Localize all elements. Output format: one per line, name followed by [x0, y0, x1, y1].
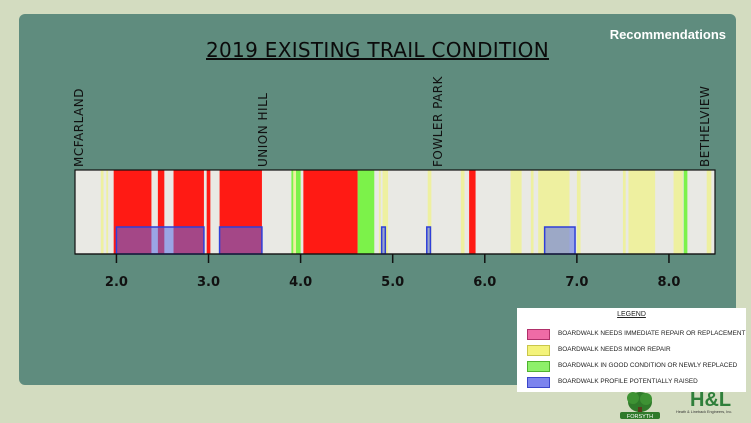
legend: LEGEND BOARDWALK NEEDS IMMEDIATE REPAIR … [517, 308, 746, 392]
segment-minor [622, 170, 626, 254]
slide-title: 2019 EXISTING TRAIL CONDITION [206, 38, 549, 62]
segment-good [683, 170, 688, 254]
segment-minor [706, 170, 712, 254]
segment-minor [673, 170, 683, 254]
legend-label-raised: BOARDWALK PROFILE POTENTIALLY RAISED [558, 378, 698, 385]
raised-profile-marker [218, 226, 263, 255]
legend-item-raised: BOARDWALK PROFILE POTENTIALLY RAISED [527, 377, 742, 388]
legend-item-minor: BOARDWALK NEEDS MINOR REPAIR [527, 345, 742, 356]
raised-profile-marker [380, 226, 387, 255]
legend-swatch-good [527, 361, 550, 372]
segment-minor [530, 170, 534, 254]
axis-tick-label: 3.0 [197, 275, 220, 290]
legend-item-immediate: BOARDWALK NEEDS IMMEDIATE REPAIR OR REPL… [527, 329, 746, 340]
legend-item-good: BOARDWALK IN GOOD CONDITION OR NEWLY REP… [527, 361, 742, 372]
segment-immediate [157, 170, 165, 254]
axis-tick-label: 6.0 [473, 275, 496, 290]
legend-label-immediate: BOARDWALK NEEDS IMMEDIATE REPAIR OR REPL… [558, 330, 746, 337]
axis-tick-label: 8.0 [657, 275, 680, 290]
hl-engineers-logo: H&L Heath & Lineback Engineers, Inc. [676, 390, 732, 414]
location-label: UNION HILL [256, 93, 270, 167]
legend-swatch-raised [527, 377, 550, 388]
forsyth-county-logo: FORSYTH [620, 392, 660, 420]
hl-logo-subtext: Heath & Lineback Engineers, Inc. [676, 410, 733, 414]
raised-profile-marker [426, 226, 432, 255]
legend-swatch-minor [527, 345, 550, 356]
segment-immediate [206, 170, 211, 254]
segment-minor [628, 170, 656, 254]
segment-immediate [469, 170, 476, 254]
raised-profile-marker [115, 226, 205, 255]
forsyth-logo-text: FORSYTH [627, 414, 653, 420]
segment-good [357, 170, 375, 254]
location-label: MCFARLAND [72, 88, 86, 167]
location-label: BETHELVIEW [698, 86, 712, 167]
section-label[interactable]: Recommendations [609, 27, 726, 42]
legend-title: LEGEND [617, 311, 646, 318]
segment-minor [576, 170, 581, 254]
legend-label-minor: BOARDWALK NEEDS MINOR REPAIR [558, 346, 671, 353]
segment-minor [106, 170, 109, 254]
segment-minor [460, 170, 465, 254]
segment-minor [382, 170, 389, 254]
segment-minor [427, 170, 432, 254]
segment-minor [510, 170, 522, 254]
axis-tick-label: 7.0 [565, 275, 588, 290]
hl-logo-mark: H&L [690, 389, 732, 411]
legend-label-good: BOARDWALK IN GOOD CONDITION OR NEWLY REP… [558, 362, 738, 369]
segment-minor [100, 170, 104, 254]
segment-immediate [303, 170, 358, 254]
raised-profile-marker [543, 226, 576, 255]
segment-minor [293, 170, 297, 254]
axis-tick-label: 2.0 [105, 275, 128, 290]
axis-tick-label: 4.0 [289, 275, 312, 290]
location-label: FOWLER PARK [431, 75, 445, 167]
axis-tick-label: 5.0 [381, 275, 404, 290]
segment-minor [378, 170, 381, 254]
legend-swatch-immediate [527, 329, 550, 340]
